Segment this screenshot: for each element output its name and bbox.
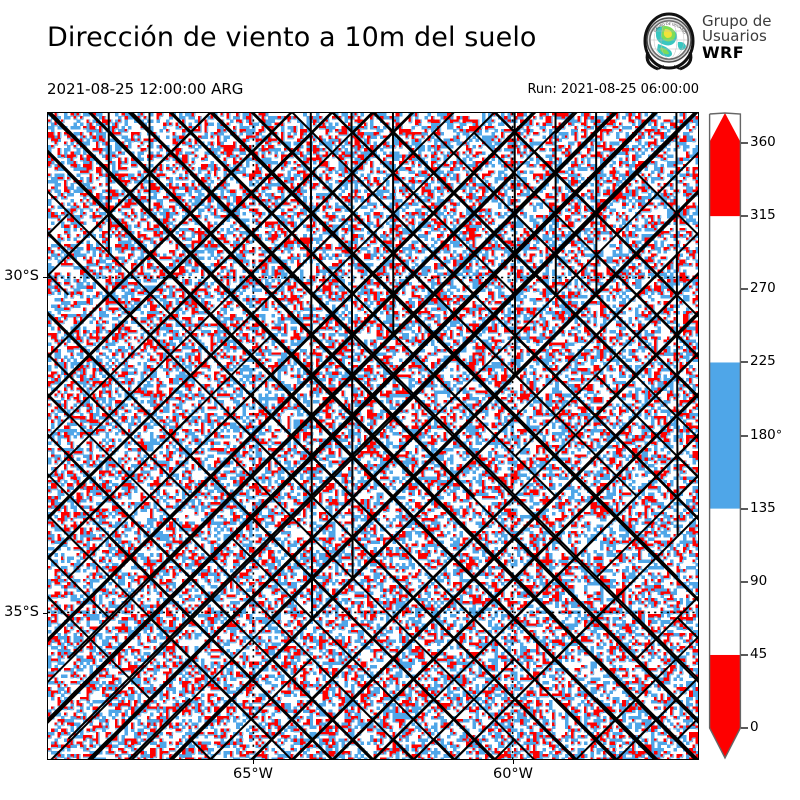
page-title: Dirección de viento a 10m del suelo: [47, 22, 537, 53]
run-time-label: Run: 2021-08-25 06:00:00: [527, 82, 699, 97]
colorbar-segment-east: [709, 508, 741, 655]
x-axis-tick-mark: [253, 760, 255, 764]
x-axis-tick-label: 65°W: [232, 766, 274, 782]
logo-line-1: Grupo de: [702, 12, 772, 30]
colorbar-tick-label: 45: [750, 646, 768, 662]
colorbar-segment-south: [709, 362, 741, 509]
colorbar-unit-label: °: [776, 428, 782, 442]
wind-direction-map: [48, 113, 698, 759]
colorbar-segment-west: [709, 216, 741, 363]
colorbar-tick-label: 90: [750, 573, 768, 589]
x-axis-tick-label: 60°W: [492, 766, 534, 782]
colorbar-tick-label: 270: [750, 280, 776, 296]
y-axis-tick-mark: [43, 277, 47, 279]
wrf-user-group-logo: GRUPO DE USUARIOS WRF Grupo de Usuarios …: [636, 9, 798, 78]
colorbar-extend-high-arrow: [709, 113, 741, 143]
map-plot-area[interactable]: [47, 112, 699, 760]
y-axis-tick-mark: [43, 613, 47, 615]
logo-line-3: WRF: [702, 42, 745, 62]
logo-line-2: Usuarios: [702, 27, 767, 46]
y-axis-tick-label: 30°S: [4, 268, 39, 284]
colorbar[interactable]: [708, 112, 748, 760]
colorbar-tick-label: 0: [750, 719, 759, 735]
wrf-globe-emblem-icon: GRUPO DE USUARIOS WRF: [636, 9, 700, 74]
colorbar-segment-north-high: [709, 143, 741, 217]
logo-text: Grupo de Usuarios WRF: [702, 12, 772, 62]
colorbar-tick-label: 315: [750, 207, 776, 223]
colorbar-segment-north-low: [709, 654, 741, 728]
colorbar-gradient: [708, 112, 748, 760]
valid-time-label: 2021-08-25 12:00:00 ARG: [47, 80, 244, 98]
colorbar-tick-label: 225: [750, 353, 776, 369]
y-axis-tick-label: 35°S: [4, 604, 39, 620]
colorbar-tick-label: 360: [750, 134, 776, 150]
colorbar-tick-label: 180: [750, 427, 776, 443]
colorbar-tick-label: 135: [750, 500, 776, 516]
colorbar-outline: [708, 112, 742, 760]
colorbar-extend-low-arrow: [709, 728, 741, 758]
x-axis-tick-mark: [513, 760, 515, 764]
